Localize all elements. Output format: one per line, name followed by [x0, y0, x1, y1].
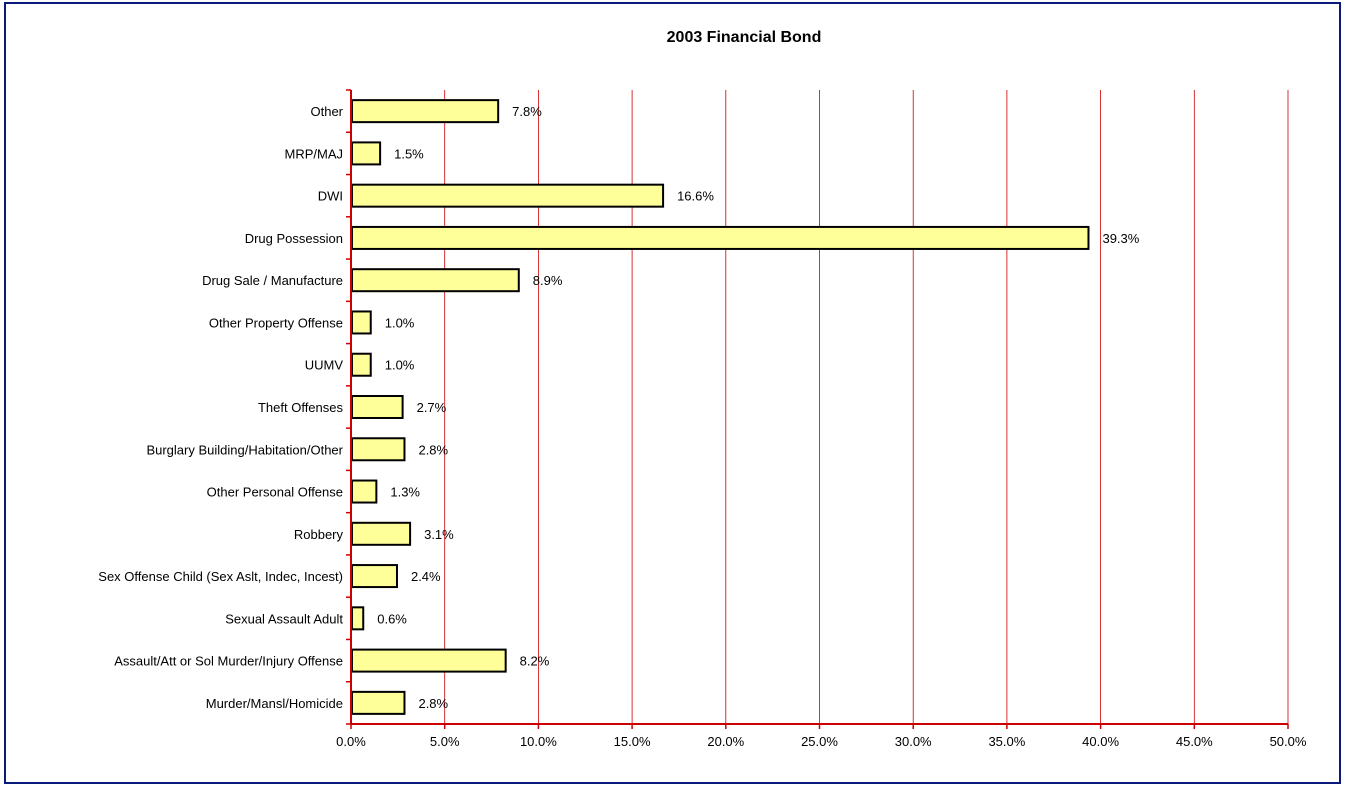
category-label: MRP/MAJ: [285, 146, 344, 161]
data-label: 1.3%: [390, 485, 420, 500]
data-label: 8.9%: [533, 273, 563, 288]
data-label: 1.5%: [394, 146, 424, 161]
bar-chart: 2003 Financial Bond 0.0% 5.0% 10.0% 15.0% 20…: [98, 29, 1307, 749]
category-label: Other: [310, 104, 343, 119]
category-label: Burglary Building/Habitation/Other: [146, 442, 343, 457]
category-label: Other Property Offense: [209, 315, 343, 330]
category-label: DWI: [318, 189, 343, 204]
data-label: 39.3%: [1102, 231, 1139, 246]
x-tick-label: 40.0%: [1082, 734, 1119, 749]
bars: [351, 99, 1090, 715]
data-label: 1.0%: [385, 358, 415, 373]
category-label: Theft Offenses: [258, 400, 344, 415]
bar: [351, 395, 404, 419]
data-label: 7.8%: [512, 104, 542, 119]
bar: [351, 479, 378, 504]
bar: [351, 690, 406, 715]
bar: [351, 225, 1090, 250]
chart-frame: 2003 Financial Bond 0.0% 5.0% 10.0% 15.0% 20…: [4, 2, 1341, 784]
data-label: 3.1%: [424, 527, 454, 542]
x-tick-label: 45.0%: [1176, 734, 1213, 749]
data-label: 8.2%: [520, 654, 550, 669]
x-tick-label: 35.0%: [988, 734, 1025, 749]
data-label: 2.8%: [418, 442, 448, 457]
x-tick-label: 30.0%: [895, 734, 932, 749]
x-tick-label: 15.0%: [614, 734, 651, 749]
data-label: 2.4%: [411, 569, 441, 584]
bar: [351, 606, 365, 631]
category-label: Robbery: [294, 527, 344, 542]
bar: [351, 437, 406, 462]
axes: [346, 89, 1289, 729]
data-label: 16.6%: [677, 189, 714, 204]
bar: [351, 352, 372, 377]
x-tick-label: 0.0%: [336, 734, 366, 749]
data-label: 2.7%: [417, 400, 447, 415]
bar: [351, 99, 500, 124]
bar: [351, 310, 372, 335]
x-tick-label: 5.0%: [430, 734, 460, 749]
data-label: 1.0%: [385, 315, 415, 330]
x-tick-label: 20.0%: [707, 734, 744, 749]
category-label: Drug Sale / Manufacture: [202, 273, 343, 288]
data-label: 2.8%: [418, 696, 448, 711]
bar: [351, 521, 412, 546]
category-label: Murder/Mansl/Homicide: [206, 696, 343, 711]
category-label: Sexual Assault Adult: [225, 611, 343, 626]
labels: 0.0% 5.0% 10.0% 15.0% 20.0% 25.0% 30.0% 35.0% 40…: [98, 104, 1307, 749]
category-label: Drug Possession: [245, 231, 343, 246]
bar: [351, 648, 507, 673]
bar: [351, 564, 398, 589]
x-tick-label: 25.0%: [801, 734, 838, 749]
bar: [351, 141, 382, 166]
x-tick-label: 50.0%: [1270, 734, 1307, 749]
data-label: 0.6%: [377, 611, 407, 626]
category-label: UUMV: [305, 358, 344, 373]
chart-title: 2003 Financial Bond: [667, 29, 822, 46]
category-label: Other Personal Offense: [207, 485, 343, 500]
category-label: Sex Offense Child (Sex Aslt, Indec, Ince…: [98, 569, 343, 584]
x-tick-label: 10.0%: [520, 734, 557, 749]
bar: [351, 268, 520, 293]
category-label: Assault/Att or Sol Murder/Injury Offense: [114, 654, 343, 669]
bar: [351, 183, 665, 208]
